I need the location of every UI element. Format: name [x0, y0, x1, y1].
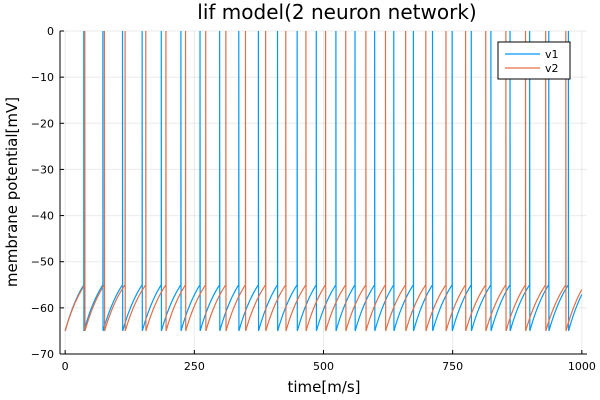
- series-line-v2: [64, 31, 583, 332]
- axes: [59, 30, 587, 355]
- y-axis-label: membrane potential[mV]: [3, 97, 21, 287]
- x-tick-label: 500: [313, 360, 334, 373]
- x-axis-label: time[m/s]: [287, 378, 360, 396]
- y-tick-label: −60: [31, 302, 54, 315]
- y-tick-label: −40: [31, 210, 54, 223]
- y-tick-label: −70: [31, 348, 54, 361]
- tick-labels: 0 250 500 750 1000 −70 −60 −50 −40 −30 −20 −10 0: [31, 25, 596, 373]
- legend-label-v2: v2: [545, 62, 559, 75]
- x-tick-label: 250: [184, 360, 205, 373]
- x-tick-label: 750: [442, 360, 463, 373]
- y-tick-label: −20: [31, 117, 54, 130]
- y-tick-label: −50: [31, 256, 54, 269]
- y-tick-label: −30: [31, 163, 54, 176]
- chart-title: lif model(2 neuron network): [197, 0, 476, 24]
- y-tick-label: 0: [47, 25, 54, 38]
- plot-area: [64, 31, 583, 332]
- x-tick-label: 1000: [568, 360, 596, 373]
- x-tick-label: 0: [62, 360, 69, 373]
- legend-label-v1: v1: [545, 48, 559, 61]
- y-tick-label: −10: [31, 71, 54, 84]
- legend-box: [497, 41, 571, 80]
